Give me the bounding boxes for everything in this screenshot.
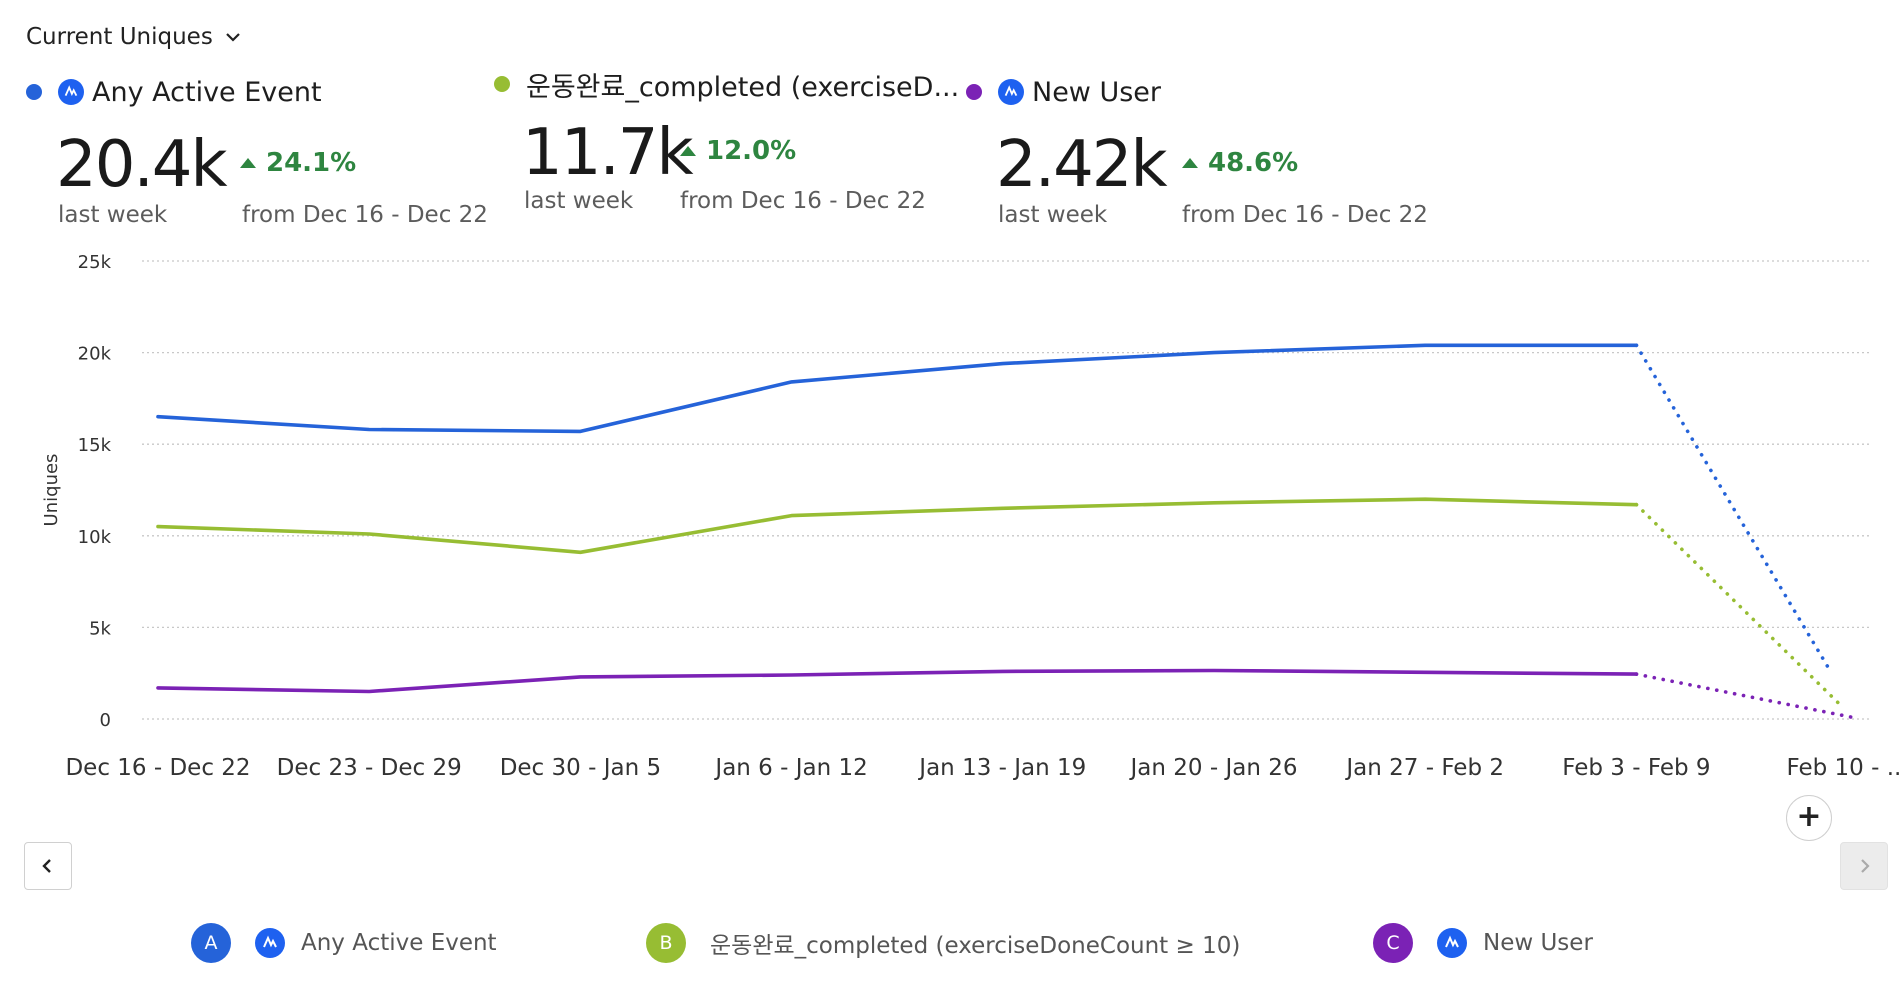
metric-dropdown-label: Current Uniques xyxy=(26,24,213,50)
next-page-button[interactable] xyxy=(1840,842,1888,890)
series-line xyxy=(156,497,1639,555)
y-tick-label: 0 xyxy=(100,710,111,731)
kpi-change-value: 12.0% xyxy=(706,136,797,166)
legend-label: 운동완료_completed (exerciseDoneCount ≥ 10) xyxy=(710,933,1241,959)
kpi-value: 20.4k xyxy=(56,128,228,202)
y-tick-label: 25k xyxy=(78,252,112,273)
x-tick-label: Dec 30 - Jan 5 xyxy=(500,755,661,781)
amplitude-icon xyxy=(1437,928,1467,958)
legend-item-b[interactable]: B 운동완료_completed (exerciseDoneCount ≥ 10… xyxy=(646,923,1240,963)
y-tick-label: 20k xyxy=(78,344,112,365)
kpi-from: from Dec 16 - Dec 22 xyxy=(242,202,488,228)
series-color-dot xyxy=(26,84,42,100)
series-color-dot xyxy=(966,84,982,100)
series-incomplete-segment xyxy=(1634,672,1854,719)
kpi-name: 운동완료_completed (exerciseD... xyxy=(526,71,960,103)
kpi-name: Any Active Event xyxy=(92,76,322,108)
amplitude-icon xyxy=(998,79,1024,105)
x-tick-label: Jan 20 - Jan 26 xyxy=(1129,755,1298,781)
series-color-dot xyxy=(494,76,510,92)
x-tick-label: Jan 27 - Feb 2 xyxy=(1344,755,1504,781)
series-line xyxy=(156,668,1639,694)
legend-label: New User xyxy=(1483,930,1593,956)
y-tick-label: 10k xyxy=(78,527,112,548)
kpi-period: last week xyxy=(58,202,168,228)
series-incomplete-segment xyxy=(1634,502,1844,708)
legend-badge: C xyxy=(1373,923,1413,963)
kpi-any-active-event: Any Active Event 20.4k last week 24.1% f… xyxy=(26,72,488,228)
chevron-left-icon xyxy=(42,859,51,873)
plus-icon: + xyxy=(1796,799,1822,834)
metric-dropdown[interactable]: Current Uniques xyxy=(26,24,243,50)
chevron-right-icon xyxy=(1861,859,1870,873)
series-line xyxy=(156,343,1639,434)
kpi-change: 24.1% xyxy=(240,148,356,178)
x-tick-label: Dec 23 - Dec 29 xyxy=(277,755,462,781)
x-tick-label: Feb 3 - Feb 9 xyxy=(1562,755,1710,781)
kpi-from: from Dec 16 - Dec 22 xyxy=(1182,202,1428,228)
kpi-value: 11.7k xyxy=(522,116,694,190)
kpi-from: from Dec 16 - Dec 22 xyxy=(680,188,926,214)
amplitude-icon xyxy=(58,79,84,105)
kpi-name: New User xyxy=(1032,76,1162,108)
series-incomplete-segment xyxy=(1634,343,1834,676)
kpi-change: 12.0% xyxy=(680,136,796,166)
legend-label: Any Active Event xyxy=(301,930,497,956)
legend-badge: A xyxy=(191,923,231,963)
kpi-period: last week xyxy=(524,188,634,214)
y-axis-label: Uniques xyxy=(41,454,62,527)
chevron-down-icon xyxy=(226,33,240,42)
add-button[interactable]: + xyxy=(1786,795,1832,841)
x-tick-label: Feb 10 - ... xyxy=(1787,755,1902,781)
amplitude-icon xyxy=(255,928,285,958)
legend-badge: B xyxy=(646,923,686,963)
kpi-value: 2.42k xyxy=(996,128,1168,202)
up-arrow-icon xyxy=(1182,158,1198,168)
x-tick-label: Jan 6 - Jan 12 xyxy=(713,755,867,781)
kpi-period: last week xyxy=(998,202,1108,228)
line-chart: 0 5k 10k 15k 20k 25k Uniques Dec 16 - Dec 22 Dec… xyxy=(41,252,1902,781)
legend-item-a[interactable]: A Any Active Event xyxy=(191,923,497,963)
y-tick-label: 5k xyxy=(89,618,111,639)
kpi-exercise-completed: 운동완료_completed (exerciseD... 11.7k last … xyxy=(494,64,960,214)
x-tick-label: Jan 13 - Jan 19 xyxy=(917,755,1086,781)
up-arrow-icon xyxy=(240,158,256,168)
up-arrow-icon xyxy=(680,146,696,156)
kpi-change: 48.6% xyxy=(1182,148,1298,178)
prev-page-button[interactable] xyxy=(24,842,72,890)
kpi-change-value: 24.1% xyxy=(266,148,357,178)
y-tick-label: 15k xyxy=(78,435,112,456)
legend-item-c[interactable]: C New User xyxy=(1373,923,1593,963)
kpi-change-value: 48.6% xyxy=(1208,148,1299,178)
x-tick-label: Dec 16 - Dec 22 xyxy=(65,755,250,781)
kpi-new-user: New User 2.42k last week 48.6% from Dec … xyxy=(966,72,1428,228)
